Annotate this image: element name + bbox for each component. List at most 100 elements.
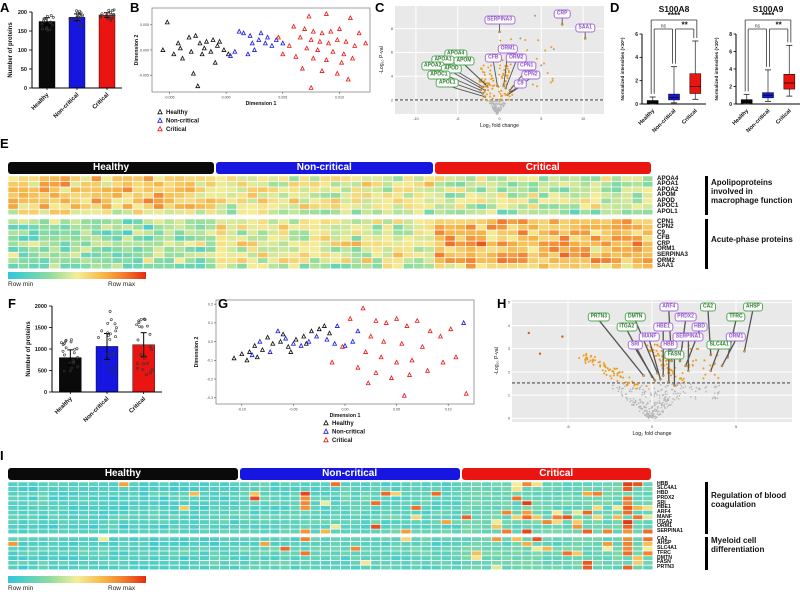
row-group-annotation: Acute-phase proteins — [711, 234, 793, 244]
svg-text:Healthy: Healthy — [54, 396, 74, 416]
panel-letter-h: H — [497, 296, 507, 311]
gene-label-apol1: APOL1 — [435, 78, 459, 88]
heatmap-colorbar — [8, 576, 146, 583]
gene-label-ahsp: AHSP — [742, 302, 763, 312]
bar-chart-protein-count-single: 0 500 1000 1500 2000 Number of proteins Health… — [26, 304, 162, 424]
heatmap-gene-c9-row9: C9 — [657, 228, 665, 236]
box-plot-s100a9: S100A9 0 2 4 6 8 Normalized intensities (×10⁵)… — [714, 4, 800, 134]
colorbar-min-label: Row min — [8, 281, 34, 288]
heatmap-gene-crp-row11: CRP — [657, 239, 671, 247]
scatter-points — [231, 305, 469, 398]
svg-text:-0.10: -0.10 — [238, 408, 246, 412]
svg-text:0: 0 — [44, 390, 47, 396]
mds-scatter-single: -0.10 -0.05 0.00 0.05 0.10 0.2 0.1 0.0 -0.1 -0.2 -… — [194, 299, 475, 444]
heatmap-gene-dmtn-row15: DMTN — [657, 554, 672, 561]
heatmap-gene-ahsp-row12: AHSP — [657, 540, 672, 547]
heatmap-gene-apoa2-row2: APOA2 — [657, 185, 679, 193]
gene-label-prtn3: PRTN3 — [587, 312, 610, 322]
heatmap-gene-serpina1-row10: SERPINA1 — [657, 527, 683, 534]
svg-text:S100A8: S100A8 — [659, 4, 690, 14]
volcano-significant-points — [478, 38, 554, 102]
svg-text:Normalized intensities (×10⁵): Normalized intensities (×10⁵) — [620, 37, 625, 101]
svg-text:8: 8 — [729, 32, 732, 38]
scatter-points — [160, 10, 369, 90]
panel-d: D S100A8 0 2 4 6 Normalized intensities (×10⁵… — [610, 0, 800, 136]
panel-letter-i: I — [0, 448, 4, 463]
svg-text:-5: -5 — [456, 117, 459, 121]
svg-text:0: 0 — [508, 417, 510, 421]
svg-text:2: 2 — [729, 84, 732, 90]
svg-text:Critical: Critical — [775, 108, 793, 126]
heatmap-gene-apoa4-row0: APOA4 — [657, 174, 679, 182]
heatmap-gene-prdx2-row3: PRDX2 — [657, 494, 675, 501]
svg-text:6: 6 — [391, 51, 393, 55]
colorbar-max-label: Row max — [108, 281, 136, 288]
svg-text:200: 200 — [18, 10, 27, 16]
heatmap-gene-apoa1-row1: APOA1 — [657, 180, 679, 188]
svg-text:****: **** — [762, 11, 775, 20]
volcano-gray-points — [612, 382, 720, 420]
svg-text:1500: 1500 — [35, 325, 47, 331]
svg-text:5: 5 — [735, 425, 737, 429]
gene-label-hbb: HBB — [660, 340, 678, 350]
gene-label-slc4a1: SLC4A1 — [706, 340, 732, 350]
svg-text:0.005: 0.005 — [278, 96, 287, 100]
svg-text:-0.2: -0.2 — [207, 377, 213, 381]
svg-text:6: 6 — [729, 49, 732, 55]
row-group-annotation: Regulation of blood coagulation — [711, 490, 787, 509]
row-group-annotation: Apolipoproteins involved in macrophage f… — [711, 178, 793, 206]
panel-letter-a: A — [0, 0, 10, 15]
svg-text:Healthy: Healthy — [166, 110, 188, 116]
svg-text:-0.005: -0.005 — [139, 74, 149, 78]
heatmap-gene-manf-row7: MANF — [657, 513, 672, 520]
row-group-annotation: Myeloid cell differentiation — [711, 536, 765, 555]
heatmap-gene-saa1-row15: SAA1 — [657, 262, 674, 270]
group-header-healthy: Healthy — [8, 162, 215, 174]
gene-label-tfrc: TFRC — [726, 312, 746, 322]
mds-scatter-pooled: -0.005 0.000 0.005 0.010 0.005 0.000 -0.005 Dim… — [134, 7, 371, 133]
svg-text:Critical: Critical — [128, 396, 147, 415]
gene-label-itga2: ITGA2 — [616, 322, 638, 332]
svg-text:Dimension 2: Dimension 2 — [194, 336, 200, 367]
svg-text:-Log₁₀ P-val: -Log₁₀ P-val — [494, 347, 500, 375]
svg-text:-Log₁₀ P-val: -Log₁₀ P-val — [379, 46, 385, 74]
panel-a: A 0 50 100 150 200 Number of proteins Healthy N… — [0, 0, 130, 136]
svg-text:-5: -5 — [566, 425, 569, 429]
heatmap-gene-cpn2-row8: CPN2 — [657, 223, 674, 231]
svg-text:0.1: 0.1 — [208, 321, 213, 325]
gene-label-fasn: FASN — [664, 350, 685, 360]
svg-text:Log₂ fold change: Log₂ fold change — [480, 123, 519, 129]
heatmap-gene-arf4-row6: ARF4 — [657, 509, 671, 516]
svg-text:Critical: Critical — [92, 92, 111, 111]
panel-c: C -10 -5 0 5 10 8 6 4 2 Log₂ fold change -Log₁₀ P-… — [375, 0, 610, 136]
panel-i: I Healthy Non-critical Critical HBB SLC4A1 HB… — [0, 448, 800, 598]
svg-text:3: 3 — [508, 347, 510, 351]
svg-text:-0.05: -0.05 — [289, 408, 297, 412]
svg-text:Log₂ fold change: Log₂ fold change — [633, 431, 672, 437]
group-header-non-critical: Non-critical — [239, 468, 460, 480]
gene-label-ca2: CA2 — [699, 302, 717, 312]
panel-e: E Healthy Non-critical Critical APOA4 APOA1 A… — [0, 136, 800, 288]
gene-label-saa1: SAA1 — [575, 23, 595, 33]
svg-text:0: 0 — [635, 102, 638, 108]
svg-text:Number of proteins: Number of proteins — [26, 321, 32, 377]
svg-text:0.000: 0.000 — [222, 96, 231, 100]
heatmap-gene-apol1-row6: APOL1 — [657, 208, 678, 216]
svg-text:100: 100 — [18, 48, 27, 54]
svg-text:****: **** — [668, 11, 681, 20]
svg-text:0.05: 0.05 — [393, 408, 400, 412]
svg-text:Critical: Critical — [166, 127, 187, 133]
svg-text:0.10: 0.10 — [445, 408, 452, 412]
gene-label-cpn1: CPN1 — [516, 61, 537, 71]
svg-text:Critical: Critical — [681, 108, 699, 126]
svg-text:Non-critical: Non-critical — [166, 119, 199, 125]
bar-chart-protein-count-pooled: 0 50 100 150 200 Number of proteins Healthy Non… — [8, 8, 122, 120]
gene-label-cpn2: CPN2 — [521, 70, 541, 80]
svg-text:4: 4 — [391, 75, 393, 79]
svg-text:4: 4 — [635, 55, 638, 61]
heatmap-gene-fasn-row16: FASN — [657, 559, 671, 566]
svg-text:Dimension 1: Dimension 1 — [330, 413, 361, 419]
panel-f: F 0 500 1000 1500 2000 Number of proteins Heal… — [0, 292, 186, 444]
svg-text:500: 500 — [38, 368, 47, 374]
heatmap-gene-hbd-row2: HBD — [657, 490, 669, 497]
